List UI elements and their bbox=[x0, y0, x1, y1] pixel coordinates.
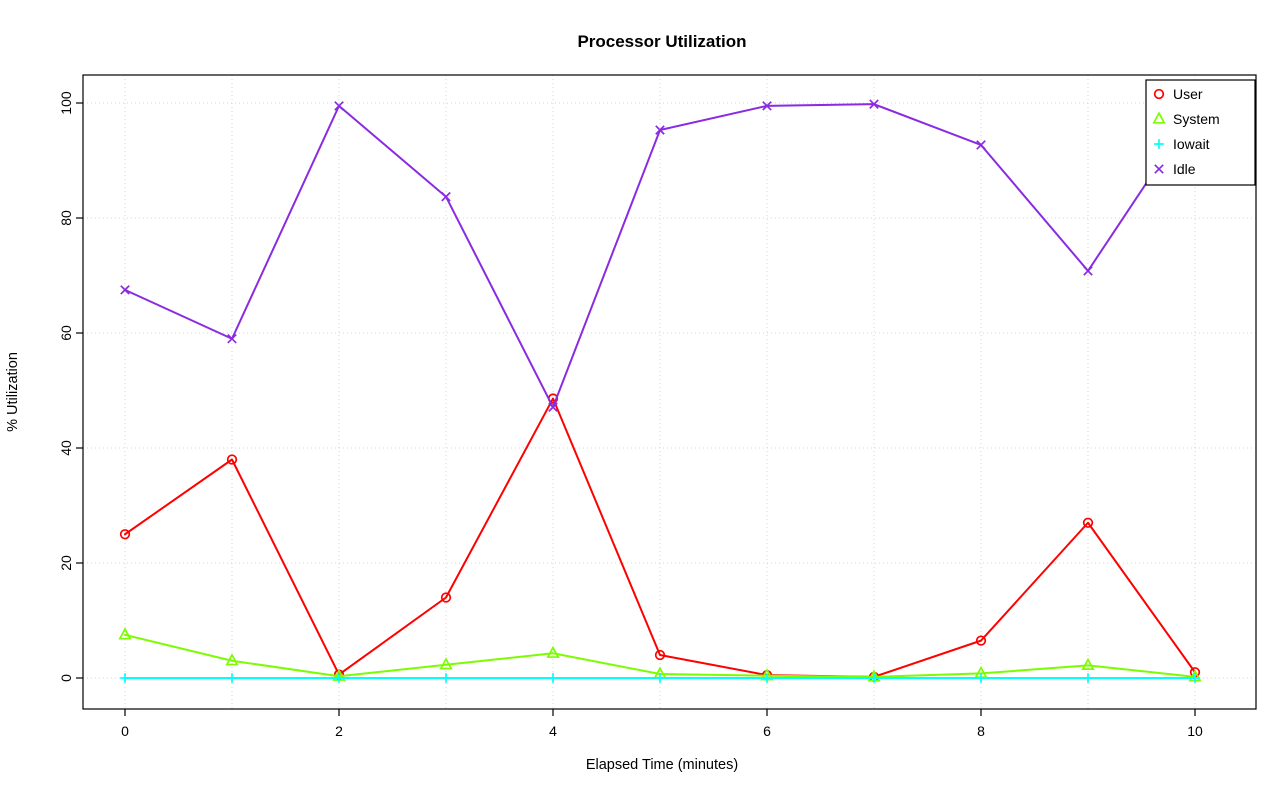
series-idle-marker-x bbox=[120, 285, 130, 295]
x-tick-label: 0 bbox=[121, 723, 129, 739]
series-system-marker-triangle bbox=[118, 627, 132, 640]
legend-idle-marker-x bbox=[1154, 164, 1164, 174]
series-user-marker-circle bbox=[440, 592, 452, 603]
legend-label-idle: Idle bbox=[1173, 161, 1196, 177]
y-tick-label: 80 bbox=[58, 210, 74, 226]
series-system-marker-triangle bbox=[225, 653, 239, 666]
legend-system-marker-triangle bbox=[1152, 111, 1166, 124]
series-user-marker-circle bbox=[1082, 517, 1094, 528]
series-idle-marker-x bbox=[762, 101, 772, 111]
series-line-user bbox=[124, 397, 1196, 678]
x-tick-label: 8 bbox=[977, 723, 985, 739]
legend-label-iowait: Iowait bbox=[1173, 136, 1210, 152]
x-tick-label: 6 bbox=[763, 723, 771, 739]
x-tick-label: 10 bbox=[1187, 723, 1203, 739]
y-tick-label: 40 bbox=[58, 440, 74, 456]
series-system-marker-triangle bbox=[439, 657, 453, 670]
legend-box bbox=[1145, 79, 1256, 186]
series-idle-marker-x bbox=[869, 99, 879, 109]
series-user-marker-circle bbox=[119, 529, 131, 540]
x-tick-label: 4 bbox=[549, 723, 557, 739]
series-user-marker-circle bbox=[654, 649, 666, 661]
legend-user-marker-circle bbox=[1153, 88, 1165, 100]
series-user-marker-circle bbox=[226, 454, 238, 465]
y-tick-label: 100 bbox=[58, 91, 74, 115]
series-idle-marker-x bbox=[441, 191, 451, 202]
series-system-marker-triangle bbox=[546, 645, 560, 658]
series-idle-marker-x bbox=[655, 125, 665, 135]
legend-label-user: User bbox=[1173, 86, 1203, 102]
series-idle-marker-x bbox=[1083, 266, 1093, 276]
series-idle-marker-x bbox=[334, 101, 344, 111]
legend-label-system: System bbox=[1173, 111, 1220, 127]
series-idle-marker-x bbox=[548, 402, 558, 412]
y-tick-label: 60 bbox=[58, 325, 74, 341]
plot-border bbox=[82, 74, 1257, 710]
y-axis-label: % Utilization bbox=[5, 352, 21, 432]
y-tick-label: 20 bbox=[58, 555, 74, 571]
chart-title: Processor Utilization bbox=[577, 32, 746, 51]
x-tick-label: 2 bbox=[335, 723, 343, 739]
series-system-marker-triangle bbox=[1081, 657, 1095, 670]
x-axis-label: Elapsed Time (minutes) bbox=[586, 757, 738, 773]
series-user-marker-circle bbox=[975, 635, 987, 646]
series-idle-marker-x bbox=[976, 140, 986, 150]
y-tick-label: 0 bbox=[58, 674, 74, 682]
series-idle-marker-x bbox=[227, 333, 237, 344]
